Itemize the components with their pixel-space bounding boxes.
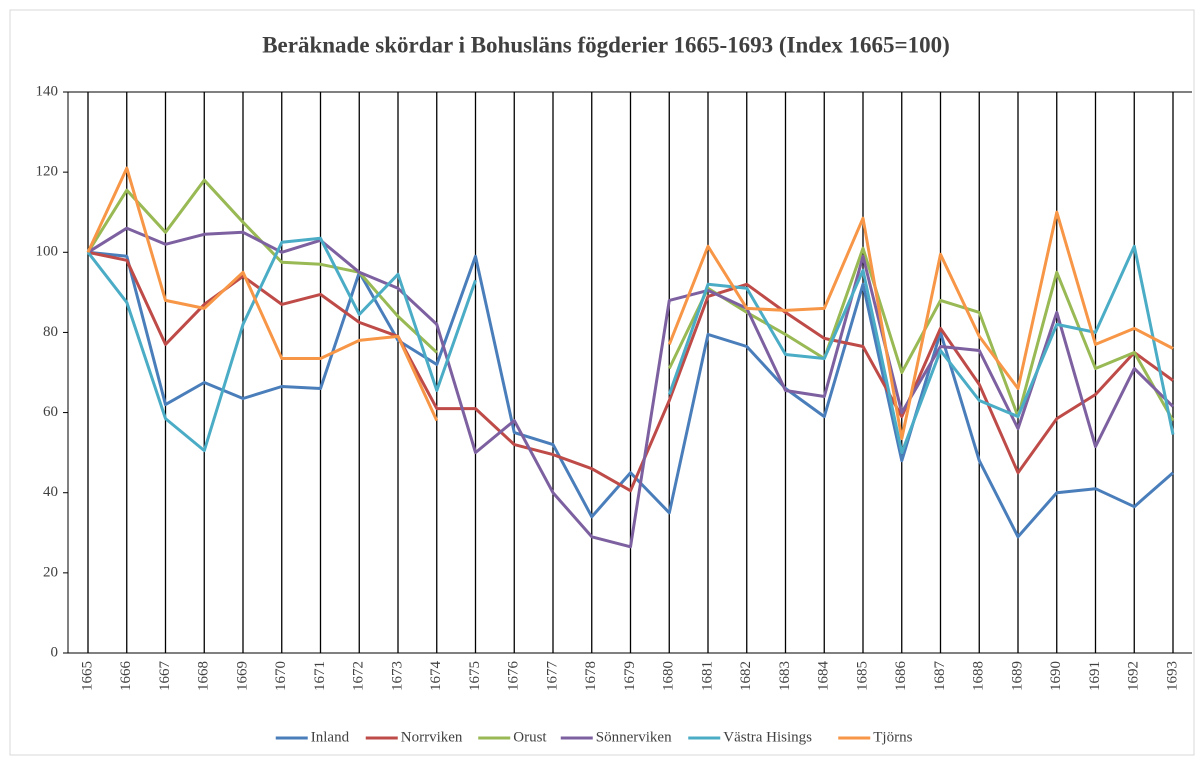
- legend-label: Västra Hisings: [723, 729, 812, 745]
- x-tick-label: 1688: [971, 661, 987, 691]
- chart-title: Beräknade skördar i Bohusläns fögderier …: [262, 32, 950, 57]
- legend-label: Orust: [513, 729, 547, 745]
- x-tick-label: 1680: [661, 661, 677, 691]
- x-tick-label: 1685: [854, 661, 870, 691]
- x-tick-label: 1687: [932, 661, 948, 692]
- series-line: [87, 226, 1175, 549]
- x-tick-label: 1669: [234, 661, 250, 691]
- legend-label: Norrviken: [401, 729, 463, 745]
- x-tick-label: 1666: [118, 661, 134, 692]
- x-tick-label: 1667: [157, 661, 173, 692]
- x-tick-label: 1673: [389, 661, 405, 691]
- x-tick-label: 1668: [196, 661, 212, 691]
- legend-label: Sönnerviken: [596, 729, 672, 745]
- x-tick-label: 1683: [777, 661, 793, 691]
- x-tick-label: 1689: [1009, 661, 1025, 691]
- x-tick-label: 1670: [273, 661, 289, 691]
- series-line: [87, 250, 1174, 539]
- x-tick-label: 1692: [1126, 661, 1142, 691]
- y-tick-label: 120: [36, 164, 59, 180]
- x-tick-label: 1679: [622, 661, 638, 691]
- x-tick-label: 1690: [1048, 661, 1064, 691]
- series-line: [86, 236, 1175, 455]
- x-tick-label: 1672: [351, 661, 367, 691]
- y-tick-label: 20: [43, 564, 58, 580]
- x-tick-label: 1674: [428, 661, 444, 692]
- legend-label: Inland: [311, 729, 350, 745]
- series-line: [86, 166, 1174, 441]
- x-tick-label: 1665: [79, 661, 95, 691]
- y-tick-label: 80: [43, 324, 58, 340]
- x-tick-label: 1691: [1087, 661, 1103, 691]
- x-tick-label: 1684: [816, 661, 832, 692]
- x-tick-label: 1686: [893, 661, 909, 692]
- x-tick-label: 1682: [738, 661, 754, 691]
- y-tick-label: 0: [51, 644, 59, 660]
- x-tick-label: 1676: [506, 661, 522, 692]
- series-line: [87, 250, 1174, 493]
- x-tick-label: 1675: [467, 661, 483, 691]
- chart-border: [9, 9, 1195, 756]
- x-tick-label: 1678: [583, 661, 599, 691]
- x-tick-label: 1693: [1164, 661, 1180, 691]
- y-tick-label: 40: [43, 484, 58, 500]
- y-tick-label: 60: [43, 404, 58, 420]
- y-tick-label: 140: [36, 83, 59, 99]
- legend-label: Tjörns: [873, 729, 912, 745]
- x-tick-label: 1677: [544, 661, 560, 692]
- x-tick-label: 1671: [312, 661, 328, 691]
- y-tick-label: 100: [36, 244, 59, 260]
- x-tick-label: 1681: [699, 661, 715, 691]
